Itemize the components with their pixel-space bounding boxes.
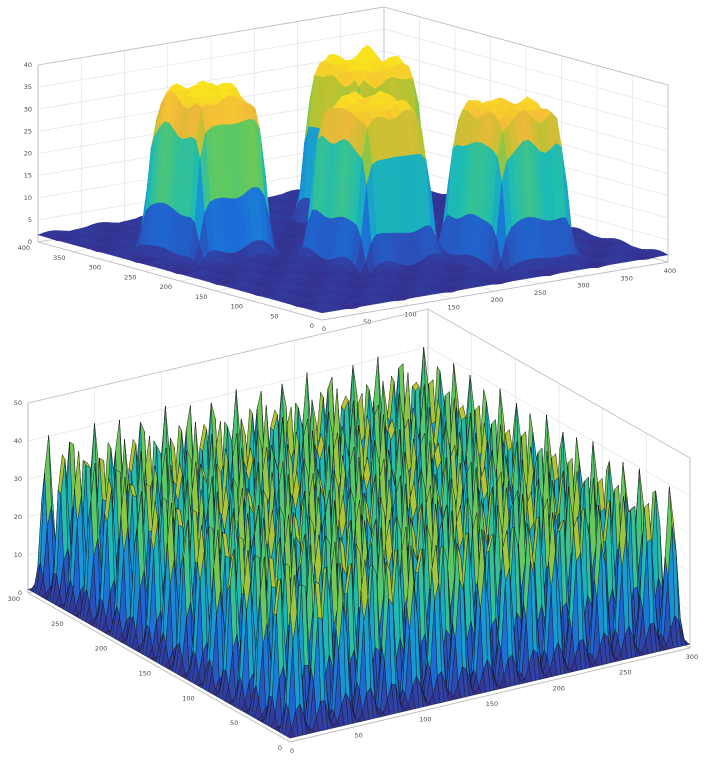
y-tick-label: 350 (53, 254, 65, 262)
y-tick-label: 200 (160, 283, 172, 291)
z-tick-label: 20 (24, 150, 32, 158)
y-tick-label: 50 (270, 312, 278, 320)
z-tick-label: 15 (24, 172, 32, 180)
x-tick-label: 350 (621, 274, 633, 282)
y-tick-label: 100 (231, 303, 243, 311)
y-tick-label: 300 (89, 264, 101, 272)
surface (37, 44, 669, 314)
z-tick-label: 5 (28, 216, 32, 224)
y-tick-label: 250 (124, 273, 136, 281)
z-tick-label: 35 (24, 83, 32, 91)
y-tick-label: 400 (18, 244, 30, 252)
y-tick-label: 0 (310, 322, 314, 330)
x-axis-line (321, 261, 669, 321)
x-tick-label: 0 (322, 325, 326, 333)
x-tick-label: 300 (577, 282, 589, 290)
y-axis-line (37, 241, 323, 321)
x-tick-label: 400 (664, 267, 676, 275)
x-tick-label: 250 (534, 289, 546, 297)
x-tick-label: 50 (363, 318, 371, 326)
x-tick-label: 200 (491, 296, 503, 304)
surface-plot-top: 0510152025303540050100150200250300350400… (18, 6, 676, 333)
surface (27, 347, 691, 739)
surface-plot-bottom: 0102030405005010015020025030005010015020… (8, 308, 698, 755)
z-tick-label: 10 (24, 194, 32, 202)
x-tick-label: 150 (448, 303, 460, 311)
z-tick-label: 25 (24, 127, 32, 135)
z-tick-label: 30 (24, 105, 32, 113)
y-tick-label: 150 (195, 293, 207, 301)
z-tick-label: 40 (24, 61, 32, 69)
